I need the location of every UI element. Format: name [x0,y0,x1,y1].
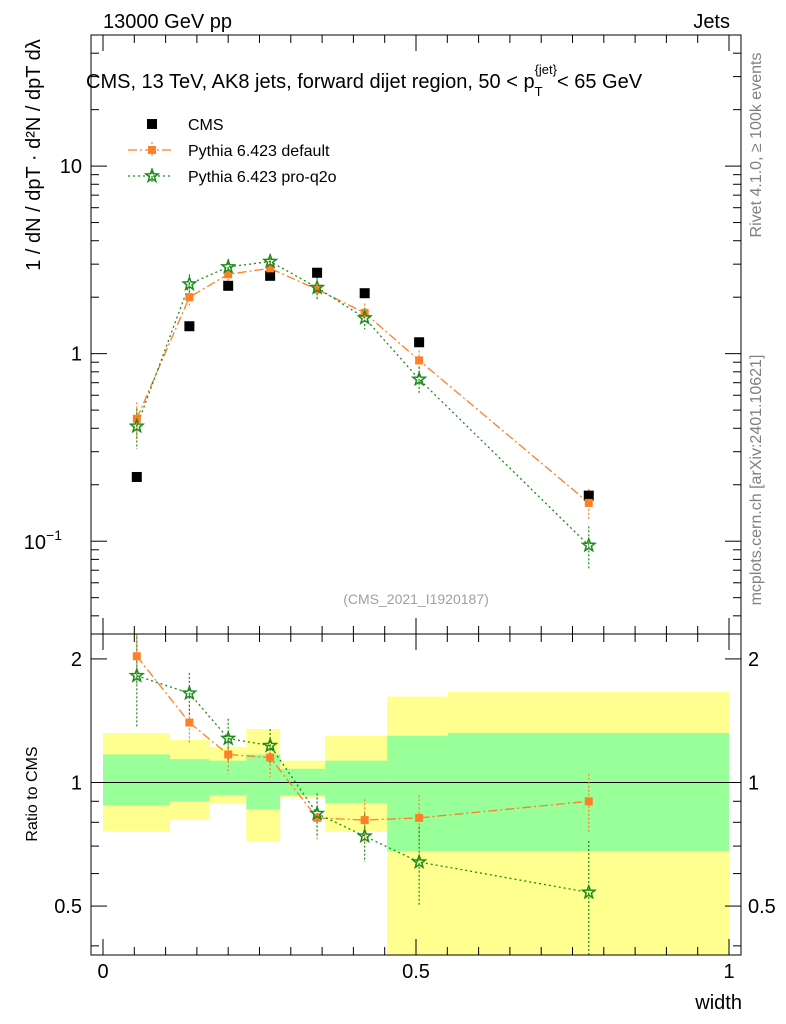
proq2o-ratio-point [219,729,237,746]
default-point [185,293,194,302]
proq2o-ratio-point [308,804,326,821]
data-points [128,252,597,900]
default-ratio-point [415,813,424,822]
cms-point [184,321,195,332]
cms-point [359,288,370,299]
default-ratio-point [132,652,141,661]
uncertainty-bands [91,692,741,955]
band-inner [169,759,210,802]
band-inner [246,754,281,810]
y-tick-label-ratio: 1 [71,772,82,794]
y-tick-label-main: 1 [71,344,82,366]
band-inner [325,760,388,804]
axes: 1 10 10−1 0.5 0.5 1 1 2 2 0 0.5 1 [24,34,776,983]
x-tick-label: 0.5 [402,961,430,983]
y-tick-label-ratio: 0.5 [54,896,82,918]
x-axis-label: width [694,992,742,1014]
y-tick-label-ratio-right: 0.5 [748,896,776,918]
default-ratio-point [185,718,194,727]
default-ratio-point [584,797,593,806]
proq2o-point [308,278,326,295]
y-tick-label-ratio-right: 1 [748,772,759,794]
x-tick-label: 1 [723,961,734,983]
legend-label-cms: CMS [188,117,224,134]
y-axis-label-ratio: Ratio to CMS [24,746,41,841]
proq2o-ratio-point [181,684,198,701]
default-point [415,356,424,365]
proq2o-ratio-line [136,675,589,893]
default-ratio-point [224,750,233,759]
y-tick-label-main: 10 [60,156,82,178]
cms-point [131,471,142,482]
proq2o-point [261,252,279,269]
mcplots-label: mcplots.cern.ch [arXiv:2401.10621] [748,355,765,606]
default-ratio-line [136,655,589,821]
proq2o-point [219,258,237,274]
x-tick-label: 0 [97,961,108,983]
default-point [266,264,275,273]
cms-point [312,267,323,278]
band-inner [447,732,729,852]
proq2o-ratio-point [356,827,373,844]
proq2o-ratio-point [261,736,279,753]
cms-point [583,490,594,501]
header-right: Jets [693,11,730,33]
proq2o-point [356,309,373,325]
default-point [584,498,593,507]
proq2o-ratio-point [410,853,428,870]
default-ratio-point [360,816,369,825]
y-tick-label-main: 10−1 [24,527,62,554]
proq2o-point [410,370,428,387]
watermark: (CMS_2021_I1920187) [343,591,489,607]
proq2o-point [128,417,146,434]
cms-point [414,337,425,348]
legend-marker-default [148,146,156,154]
legend-label-proq2o: Pythia 6.423 pro-q2o [188,169,337,186]
legend-label-default: Pythia 6.423 default [188,143,330,160]
proq2o-ratio-point [580,883,597,900]
y-tick-label-ratio-right: 2 [748,649,759,671]
header-left: 13000 GeV pp [103,11,232,33]
proq2o-point [181,275,198,292]
y-tick-label-ratio: 2 [71,649,82,671]
chart-title: CMS, 13 TeV, AK8 jets, forward dijet reg… [86,62,643,99]
default-ratio-point [266,753,275,762]
rivet-label: Rivet 4.1.0, ≥ 100k events [748,53,765,238]
cms-point [265,270,276,281]
y-axis-label-main: 1 / dN / dpT · d²N / dpT dλ [23,39,45,271]
default-line [136,267,590,504]
band-inner [387,735,448,852]
default-point [224,270,233,279]
legend: CMS Pythia 6.423 default Pythia 6.423 pro-… [128,117,337,186]
legend-marker-proq2o [143,167,161,183]
proq2o-ratio-point [128,667,146,683]
band-inner [103,754,170,806]
default-ratio-point [313,813,322,822]
cms-point [223,280,234,291]
proq2o-point [580,536,597,553]
default-point [313,285,322,294]
proq2o-line [136,260,590,546]
legend-marker-cms [147,119,157,129]
